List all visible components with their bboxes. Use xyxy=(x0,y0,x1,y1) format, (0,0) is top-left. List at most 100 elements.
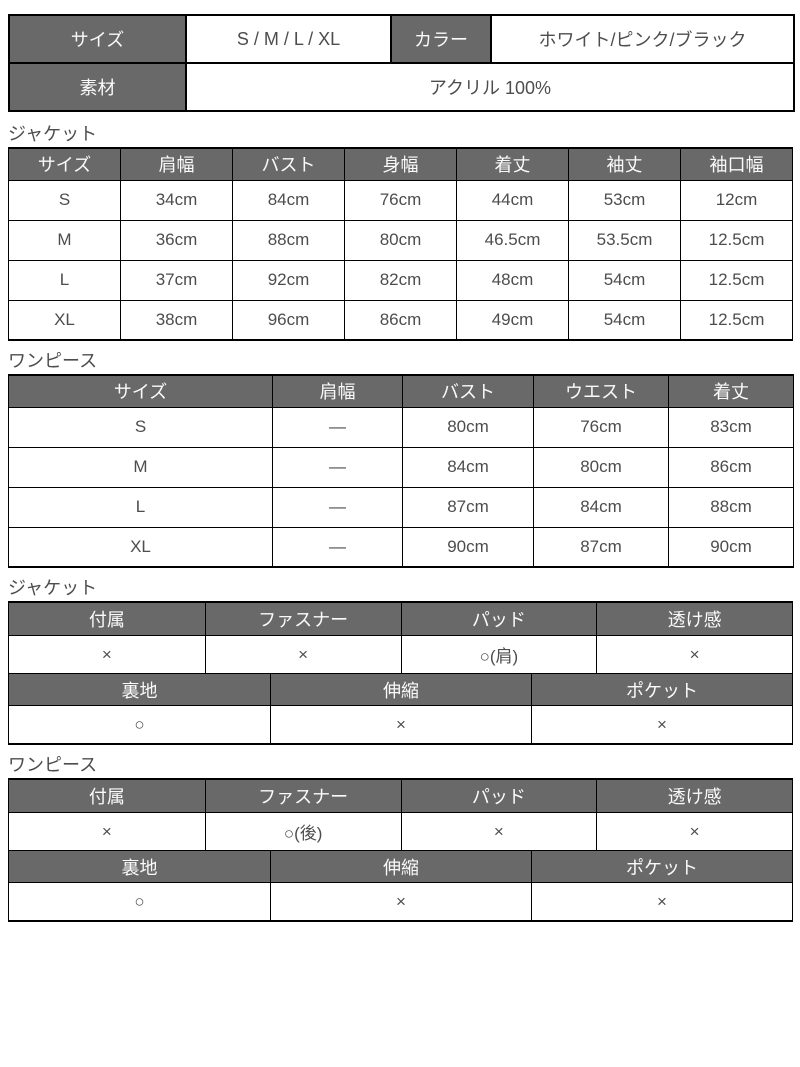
measure-cell: 12.5cm xyxy=(680,219,793,261)
measure-cell: 80cm xyxy=(402,406,534,448)
detail-header: ファスナー xyxy=(204,603,401,635)
measure-cell: 96cm xyxy=(232,299,345,341)
detail-header: 裏地 xyxy=(9,673,270,705)
detail-value: × xyxy=(596,812,792,850)
measure-cell: 84cm xyxy=(402,446,534,488)
measure-cell: — xyxy=(272,406,403,448)
column-header: バスト xyxy=(232,147,345,181)
measure-cell: 36cm xyxy=(120,219,233,261)
detail-value: × xyxy=(531,705,792,743)
color-header-cell: カラー xyxy=(390,14,492,64)
onepiece-size-header-row: サイズ 肩幅 バスト ウエスト 着丈 xyxy=(8,374,794,408)
material-header-cell: 素材 xyxy=(8,62,187,112)
detail-header: 付属 xyxy=(9,780,205,812)
detail-header: 裏地 xyxy=(9,850,270,882)
size-cell: M xyxy=(8,446,273,488)
measure-cell: — xyxy=(272,486,403,528)
size-cell: L xyxy=(8,259,121,301)
detail-header: ポケット xyxy=(531,850,792,882)
detail-value: × xyxy=(204,635,401,673)
measure-cell: 54cm xyxy=(568,259,681,301)
measure-cell: 84cm xyxy=(533,486,669,528)
detail-header: 透け感 xyxy=(596,780,792,812)
onepiece-details-table: 付属 ファスナー パッド 透け感 × ○(後) × × 裏地 伸縮 ポケット ○… xyxy=(8,778,793,922)
table-row: M 36cm 88cm 80cm 46.5cm 53.5cm 12.5cm xyxy=(8,219,793,261)
measure-cell: 92cm xyxy=(232,259,345,301)
detail-header: パッド xyxy=(400,780,597,812)
measure-cell: 38cm xyxy=(120,299,233,341)
measure-cell: 87cm xyxy=(402,486,534,528)
jacket-details-table: 付属 ファスナー パッド 透け感 × × ○(肩) × 裏地 伸縮 ポケット ○… xyxy=(8,601,793,745)
detail-header: 付属 xyxy=(9,603,205,635)
table-row: M — 84cm 80cm 86cm xyxy=(8,446,794,488)
detail-value: ○ xyxy=(9,882,270,920)
measure-cell: 54cm xyxy=(568,299,681,341)
detail-header-row: 裏地 伸縮 ポケット xyxy=(9,673,792,705)
detail-header: 透け感 xyxy=(596,603,792,635)
measure-cell: 44cm xyxy=(456,179,569,221)
detail-value: ○(後) xyxy=(204,812,401,850)
detail-header-row: 付属 ファスナー パッド 透け感 xyxy=(9,780,792,812)
measure-cell: 88cm xyxy=(232,219,345,261)
table-row: L 37cm 92cm 82cm 48cm 54cm 12.5cm xyxy=(8,259,793,301)
measure-cell: 82cm xyxy=(344,259,457,301)
measure-cell: 34cm xyxy=(120,179,233,221)
table-row: S 34cm 84cm 76cm 44cm 53cm 12cm xyxy=(8,179,793,221)
detail-value: × xyxy=(270,705,531,743)
column-header: 袖口幅 xyxy=(680,147,793,181)
detail-value: ○ xyxy=(9,705,270,743)
size-value-cell: S / M / L / XL xyxy=(185,14,392,64)
measure-cell: 49cm xyxy=(456,299,569,341)
column-header: バスト xyxy=(402,374,534,408)
measure-cell: 80cm xyxy=(344,219,457,261)
section-label-onepiece-detail: ワンピース xyxy=(8,755,98,775)
table-row: XL 38cm 96cm 86cm 49cm 54cm 12.5cm xyxy=(8,299,793,341)
info-row-size-color: サイズ S / M / L / XL カラー ホワイト/ピンク/ブラック xyxy=(8,14,795,64)
size-cell: XL xyxy=(8,526,273,568)
measure-cell: — xyxy=(272,446,403,488)
material-value-cell: アクリル 100% xyxy=(185,62,795,112)
measure-cell: 12.5cm xyxy=(680,299,793,341)
measure-cell: 90cm xyxy=(402,526,534,568)
measure-cell: 86cm xyxy=(668,446,794,488)
detail-value: × xyxy=(270,882,531,920)
detail-value-row: ○ × × xyxy=(9,882,792,920)
table-row: L — 87cm 84cm 88cm xyxy=(8,486,794,528)
size-header-cell: サイズ xyxy=(8,14,187,64)
detail-header: 伸縮 xyxy=(270,850,531,882)
size-cell: M xyxy=(8,219,121,261)
measure-cell: 84cm xyxy=(232,179,345,221)
detail-header-row: 裏地 伸縮 ポケット xyxy=(9,850,792,882)
jacket-size-header-row: サイズ 肩幅 バスト 身幅 着丈 袖丈 袖口幅 xyxy=(8,147,793,181)
detail-value: × xyxy=(9,635,205,673)
table-row: XL — 90cm 87cm 90cm xyxy=(8,526,794,568)
section-label-onepiece-size: ワンピース xyxy=(8,351,98,371)
detail-value: × xyxy=(9,812,205,850)
measure-cell: 37cm xyxy=(120,259,233,301)
measure-cell: 88cm xyxy=(668,486,794,528)
detail-value-row: ○ × × xyxy=(9,705,792,743)
size-cell: XL xyxy=(8,299,121,341)
color-value-cell: ホワイト/ピンク/ブラック xyxy=(490,14,795,64)
detail-value: × xyxy=(400,812,597,850)
detail-value-row: × ○(後) × × xyxy=(9,812,792,850)
detail-header: ポケット xyxy=(531,673,792,705)
info-table: サイズ S / M / L / XL カラー ホワイト/ピンク/ブラック 素材 … xyxy=(8,14,795,112)
section-label-jacket-detail: ジャケット xyxy=(8,578,98,598)
detail-header-row: 付属 ファスナー パッド 透け感 xyxy=(9,603,792,635)
table-row: S — 80cm 76cm 83cm xyxy=(8,406,794,448)
measure-cell: 87cm xyxy=(533,526,669,568)
detail-header: 伸縮 xyxy=(270,673,531,705)
measure-cell: 76cm xyxy=(533,406,669,448)
measure-cell: 80cm xyxy=(533,446,669,488)
size-cell: L xyxy=(8,486,273,528)
column-header: 袖丈 xyxy=(568,147,681,181)
detail-value: ○(肩) xyxy=(400,635,597,673)
column-header: サイズ xyxy=(8,374,273,408)
column-header: 肩幅 xyxy=(120,147,233,181)
detail-value-row: × × ○(肩) × xyxy=(9,635,792,673)
info-row-material: 素材 アクリル 100% xyxy=(8,62,795,112)
column-header: サイズ xyxy=(8,147,121,181)
onepiece-size-table: サイズ 肩幅 バスト ウエスト 着丈 S — 80cm 76cm 83cm M … xyxy=(8,374,794,568)
measure-cell: 53cm xyxy=(568,179,681,221)
